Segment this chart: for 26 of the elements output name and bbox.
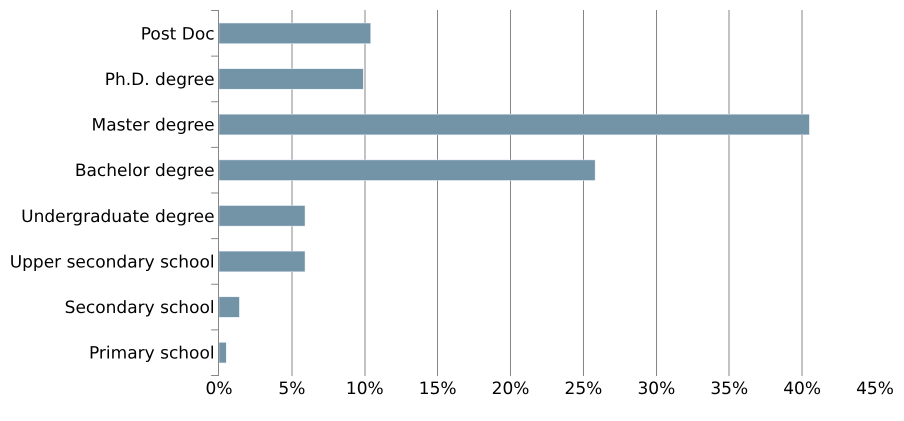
bar: [219, 114, 810, 136]
bar: [219, 250, 306, 272]
y-tick-label: Post Doc: [140, 24, 215, 44]
bar: [219, 205, 306, 226]
x-tick-label: 10%: [346, 379, 384, 399]
y-tick-label: Undergraduate degree: [21, 206, 215, 227]
y-tick-label: Master degree: [92, 116, 215, 136]
bar: [219, 22, 371, 44]
x-tick-label: 0%: [206, 379, 232, 399]
y-tick-label: Bachelor degree: [74, 161, 215, 182]
x-tick-label: 25%: [564, 379, 602, 399]
y-tick-label: Ph.D. degree: [104, 70, 215, 90]
x-tick-label: 35%: [710, 379, 748, 399]
y-tick-label: Secondary school: [64, 298, 215, 318]
x-tick-label: 45%: [856, 379, 894, 399]
bar: [219, 68, 364, 90]
x-tick-label: 40%: [783, 379, 822, 399]
y-tick-label: Primary school: [88, 344, 215, 364]
x-tick-label: 20%: [492, 379, 530, 399]
y-tick-label: Upper secondary school: [10, 252, 215, 272]
x-tick-label: 5%: [278, 379, 306, 399]
bar: [219, 296, 240, 318]
bar: [219, 342, 227, 364]
bar: [219, 160, 596, 181]
x-tick-label: 30%: [637, 379, 676, 399]
x-tick-label: 15%: [418, 379, 457, 399]
